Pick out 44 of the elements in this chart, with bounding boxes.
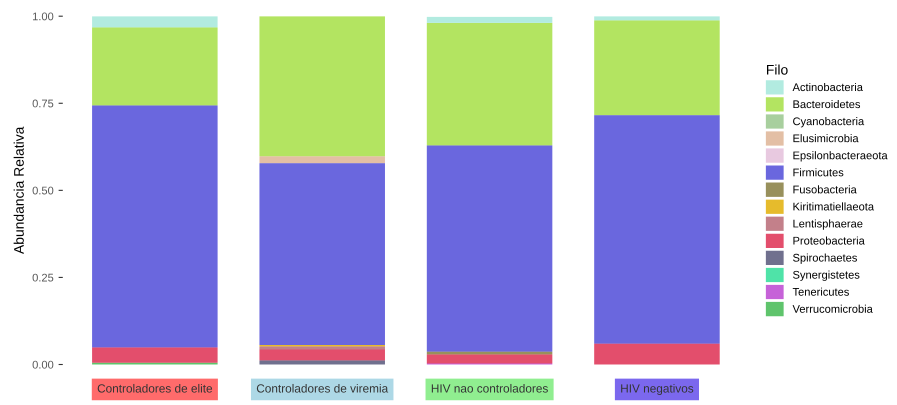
legend-label: Kiritimatiellaeota xyxy=(793,202,874,210)
bar xyxy=(259,346,385,350)
bar xyxy=(92,16,218,28)
x-tick-label: Controladores de elite xyxy=(98,384,212,393)
legend-label: Cyanobacteria xyxy=(793,117,864,128)
x-tick-label: HIV negativos xyxy=(621,384,694,395)
bar xyxy=(594,20,720,116)
legend-label: Bacteroidetes xyxy=(793,100,860,108)
bar xyxy=(594,16,720,20)
bar xyxy=(259,360,385,364)
bar xyxy=(92,27,218,106)
y-tick-label: 1.00 xyxy=(32,12,54,20)
legend-label: Firmicutes xyxy=(793,168,844,176)
bar xyxy=(426,145,552,352)
bar xyxy=(426,16,552,23)
legend-title: Filo xyxy=(766,64,788,75)
bar xyxy=(594,344,720,364)
bar xyxy=(259,156,385,164)
legend-label: Synergistetes xyxy=(793,270,860,281)
legend-label: Proteobacteria xyxy=(793,236,865,245)
legend-label: Fusobacteria xyxy=(793,185,857,194)
bar xyxy=(426,22,552,146)
legend-label: Actinobacteria xyxy=(792,82,863,92)
legend-label: Spirochaetes xyxy=(793,253,857,264)
bar xyxy=(92,347,218,363)
legend-label: Epsilonbacteraeota xyxy=(793,151,888,162)
y-tick-label: 0.25 xyxy=(32,274,54,282)
y-axis-title: Abundancia Relativa xyxy=(14,126,24,254)
bar xyxy=(426,354,552,364)
bar xyxy=(259,16,385,156)
y-tick-label: 0.50 xyxy=(32,186,54,194)
legend-label: Tenericutes xyxy=(792,288,849,296)
y-tick-label: 0.75 xyxy=(32,100,54,108)
bar xyxy=(259,163,385,345)
bar xyxy=(92,105,218,348)
legend-label: Verrucomicrobia xyxy=(792,304,873,313)
y-tick-label: 0.00 xyxy=(32,360,54,369)
bar xyxy=(259,350,385,360)
x-tick-label: Controladores de viremia xyxy=(256,384,388,393)
legend-label: Elusimicrobia xyxy=(793,134,859,142)
bar xyxy=(426,352,552,354)
x-tick-label: HIV nao controladores xyxy=(432,384,548,393)
legend-label: Lentisphaerae xyxy=(793,219,862,230)
bar xyxy=(594,115,720,344)
